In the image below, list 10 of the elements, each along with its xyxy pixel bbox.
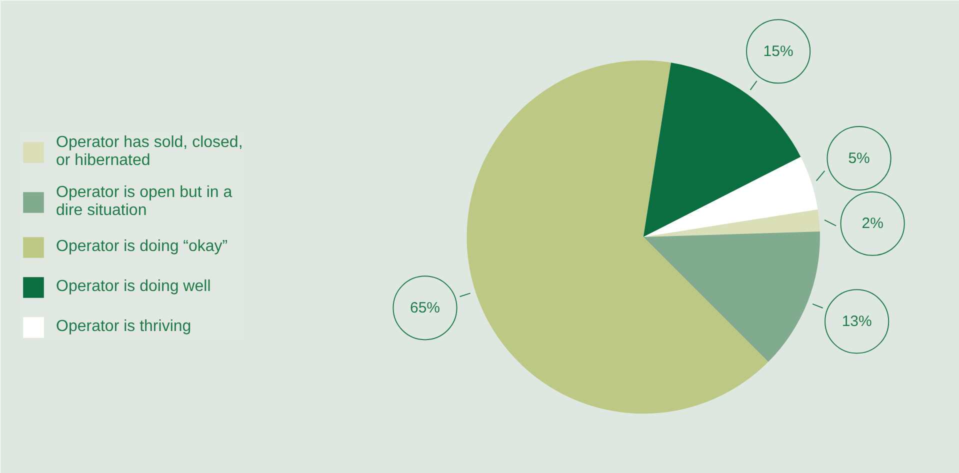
data-label: 65% <box>410 299 440 316</box>
data-label: 5% <box>848 150 870 167</box>
data-label: 15% <box>763 42 794 60</box>
data-label: 2% <box>862 215 884 232</box>
legend-label: Operator has sold, closed, or hibernated <box>56 134 243 170</box>
legend-label: Operator is open but in a dire situation <box>56 184 232 220</box>
data-label: 13% <box>842 312 872 330</box>
legend-label: Operator is doing well <box>56 278 211 296</box>
legend-label: Operator is thriving <box>56 318 192 336</box>
legend-label: Operator is doing “okay” <box>56 238 228 256</box>
